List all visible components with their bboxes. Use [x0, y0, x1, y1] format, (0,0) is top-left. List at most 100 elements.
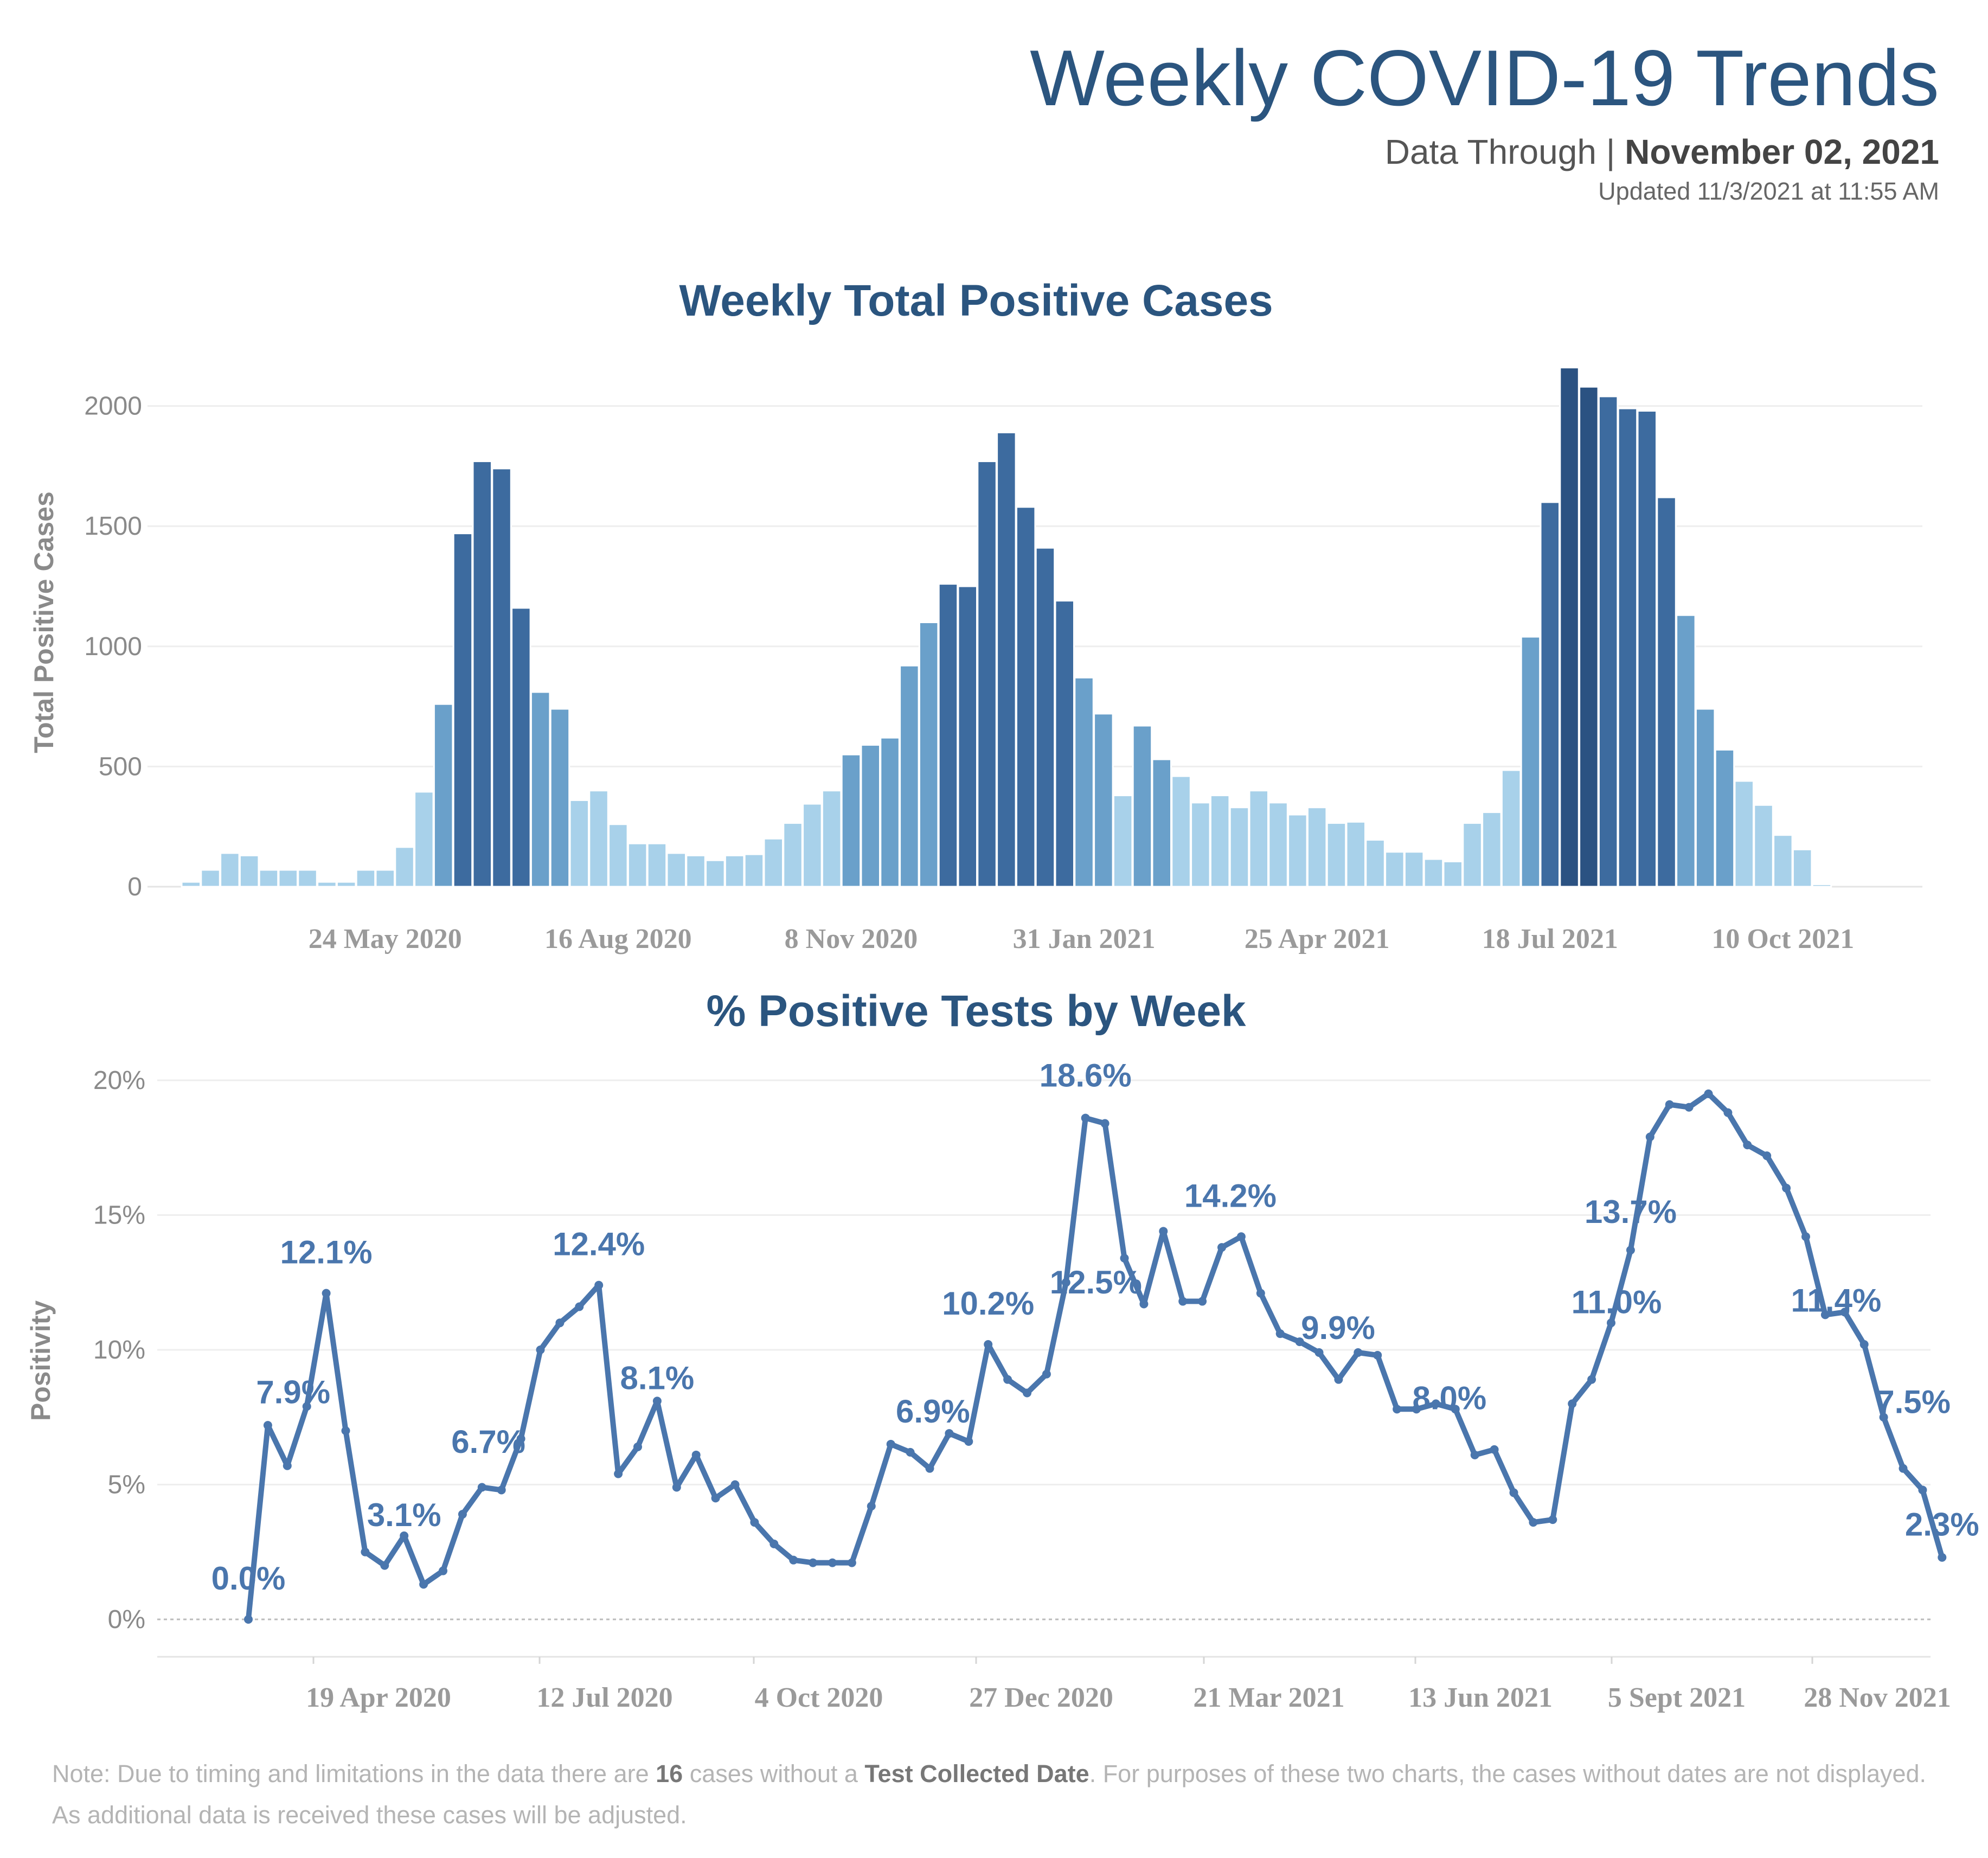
- cases-bar: [1112, 795, 1133, 888]
- cases-bar: [1442, 860, 1463, 888]
- cases-bar: [1171, 775, 1191, 888]
- cases-bar: [1773, 834, 1793, 888]
- cases-bar: [549, 708, 570, 888]
- cases-bar: [1753, 804, 1774, 888]
- positivity-data-label: 7.9%: [256, 1374, 330, 1410]
- positivity-point: [516, 1434, 525, 1444]
- cases-y-tick: 0: [127, 873, 142, 901]
- positivity-point: [1607, 1318, 1615, 1328]
- positivity-point: [1042, 1369, 1051, 1379]
- positivity-point: [1023, 1388, 1031, 1398]
- positivity-point: [1509, 1488, 1518, 1497]
- cases-bar: [220, 852, 240, 888]
- positivity-point: [1081, 1113, 1090, 1123]
- cases-bar: [200, 869, 221, 888]
- footnote-text-2: cases without a: [689, 1760, 858, 1787]
- positivity-point: [536, 1346, 545, 1354]
- cases-bar: [1500, 769, 1522, 888]
- cases-bar: [414, 791, 434, 888]
- pos-x-tick: 5 Sept 2021: [1608, 1682, 1746, 1713]
- cases-bar: [1734, 780, 1754, 888]
- cases-x-tick: 25 Apr 2021: [1245, 924, 1390, 954]
- cases-bar: [1540, 501, 1560, 888]
- cases-bar: [452, 533, 473, 888]
- positivity-data-label: 0.0%: [211, 1560, 286, 1597]
- positivity-point: [828, 1558, 837, 1567]
- positivity-point: [1859, 1340, 1869, 1349]
- positivity-point: [1256, 1289, 1265, 1298]
- positivity-point: [497, 1485, 506, 1495]
- positivity-data-label: 6.9%: [896, 1393, 970, 1430]
- positivity-point: [1412, 1405, 1421, 1414]
- positivity-point: [789, 1555, 798, 1565]
- positivity-point: [886, 1439, 895, 1449]
- positivity-point: [341, 1426, 350, 1436]
- positivity-point: [1275, 1329, 1285, 1338]
- positivity-point: [1918, 1485, 1927, 1495]
- cases-bar: [1015, 506, 1036, 888]
- cases-bar: [1268, 802, 1288, 888]
- cases-bar: [608, 823, 629, 888]
- positivity-data-label: 12.1%: [280, 1234, 373, 1271]
- positivity-point: [1938, 1553, 1947, 1562]
- positivity-point: [322, 1289, 331, 1298]
- positivity-point: [1431, 1399, 1440, 1408]
- cases-x-tick: 16 Aug 2020: [544, 924, 692, 954]
- positivity-point: [1684, 1103, 1694, 1112]
- positivity-point: [1354, 1348, 1363, 1357]
- data-through-line: Data Through | November 02, 2021: [1385, 132, 1939, 172]
- positivity-point: [1334, 1375, 1343, 1384]
- pos-y-tick: 20%: [93, 1066, 145, 1095]
- positivity-point: [1490, 1445, 1499, 1454]
- positivity-point: [711, 1494, 720, 1503]
- positivity-point: [945, 1429, 954, 1438]
- cases-bar: [278, 869, 298, 888]
- positivity-point: [283, 1461, 292, 1470]
- positivity-point: [1295, 1337, 1304, 1347]
- positivity-point: [1314, 1348, 1324, 1357]
- positivity-point: [244, 1615, 253, 1624]
- positivity-point: [477, 1483, 486, 1492]
- positivity-point: [769, 1539, 779, 1548]
- positivity-point: [1879, 1413, 1888, 1422]
- cases-x-tick: 8 Nov 2020: [785, 924, 918, 954]
- positivity-data-label: 14.2%: [1184, 1177, 1277, 1214]
- positivity-point: [419, 1580, 428, 1589]
- cases-bar: [1423, 858, 1444, 888]
- positivity-point: [633, 1442, 642, 1451]
- cases-bar: [1811, 883, 1832, 888]
- positivity-point: [906, 1447, 915, 1457]
- positivity-point: [1100, 1119, 1110, 1128]
- pos-x-tick: 4 Oct 2020: [755, 1682, 883, 1713]
- positivity-point: [380, 1561, 389, 1570]
- positivity-point: [1568, 1399, 1577, 1408]
- pos-y-tick: 0%: [108, 1605, 145, 1634]
- positivity-point: [1393, 1405, 1402, 1414]
- positivity-point: [1723, 1108, 1733, 1117]
- cases-bar: [239, 854, 260, 888]
- positivity-point: [1178, 1297, 1188, 1306]
- cases-chart-title: Weekly Total Positive Cases: [679, 276, 1273, 325]
- cases-bar: [297, 869, 318, 888]
- cases-y-tick: 1000: [84, 632, 142, 661]
- cases-y-tick: 1500: [84, 512, 142, 541]
- positivity-data-label: 18.6%: [1040, 1058, 1132, 1094]
- cases-bar: [783, 822, 803, 888]
- positivity-point: [925, 1464, 934, 1473]
- positivity-point: [1373, 1350, 1382, 1360]
- positivity-data-label: 12.5%: [1050, 1264, 1142, 1300]
- positivity-point: [1704, 1089, 1713, 1098]
- positivity-data-label: 12.4%: [553, 1226, 645, 1263]
- positivity-point: [847, 1558, 856, 1567]
- cases-bar: [666, 852, 687, 888]
- cases-bar: [1462, 822, 1483, 888]
- positivity-data-label: 8.0%: [1413, 1380, 1487, 1416]
- cases-y-tick: 500: [99, 752, 142, 781]
- cases-bar: [1637, 410, 1657, 888]
- positivity-point: [400, 1531, 409, 1540]
- footnote: Note: Due to timing and limitations in t…: [52, 1753, 1939, 1836]
- positivity-data-label: 2.3%: [1905, 1507, 1979, 1543]
- cases-bar: [724, 854, 745, 888]
- positivity-chart-title: % Positive Tests by Week: [706, 986, 1246, 1036]
- footnote-field: Test Collected Date: [864, 1760, 1089, 1787]
